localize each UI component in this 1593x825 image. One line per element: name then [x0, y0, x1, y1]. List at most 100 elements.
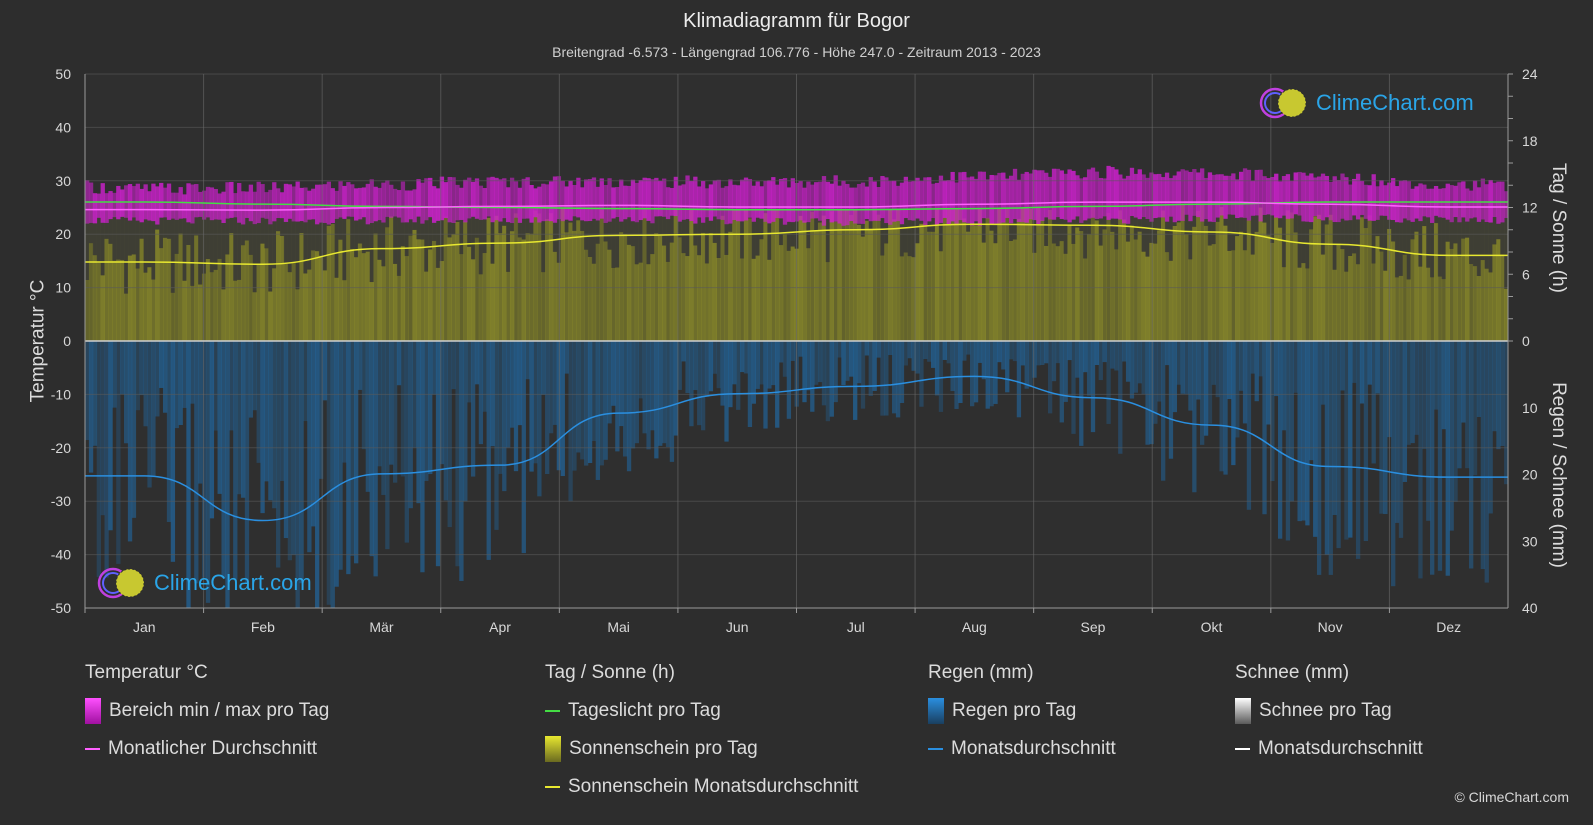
daylight-bar — [1457, 201, 1462, 257]
rain-bar — [825, 341, 831, 422]
sunshine-bar — [1250, 254, 1255, 341]
rain-bar — [1032, 341, 1037, 378]
rain-bar — [307, 341, 312, 553]
logo-top[interactable]: ClimeChart.com — [1258, 86, 1474, 120]
daylight-bar — [268, 204, 273, 292]
temp-range-bar — [1196, 172, 1201, 218]
temp-range-bar — [806, 181, 811, 223]
sunshine-bar — [431, 240, 437, 341]
sunshine-bar — [1488, 272, 1493, 341]
logo-bottom[interactable]: ClimeChart.com — [96, 566, 312, 600]
temp-range-bar — [1020, 173, 1025, 223]
sunshine-bar — [712, 242, 717, 341]
temp-range-bar — [287, 184, 293, 219]
temp-range-bar — [1246, 169, 1252, 221]
rain-bar — [237, 341, 242, 495]
rain-bar — [685, 341, 690, 394]
rain-bar — [1340, 341, 1345, 391]
daylight-bar — [1238, 203, 1244, 232]
temp-range-bar — [1492, 182, 1497, 218]
temp-range-bar — [642, 177, 647, 219]
sunshine-bar — [143, 272, 148, 341]
sunshine-bar — [1036, 207, 1041, 341]
rain-bar — [1328, 341, 1333, 575]
rain-bar — [1157, 341, 1162, 402]
daylight-bar — [654, 208, 659, 234]
temp-range-bar — [170, 192, 176, 219]
legend-item-sunshine-avg: Sonnenschein Monatsdurchschnitt — [545, 768, 858, 806]
sunshine-bar — [377, 259, 382, 341]
sunshine-bar — [408, 235, 413, 341]
rain-bar — [1051, 341, 1057, 382]
sunshine-bar — [814, 230, 819, 341]
sunshine-bar — [1457, 256, 1462, 341]
temp-range-bar — [969, 176, 975, 226]
rain-bar — [482, 341, 487, 412]
sunshine-bar — [88, 243, 94, 341]
sunshine-bar — [607, 249, 612, 341]
temp-range-bar — [1332, 176, 1337, 223]
sunshine-bar — [287, 272, 293, 341]
temp-range-bar — [1235, 179, 1240, 219]
rain-bar — [911, 341, 916, 371]
rain-bar — [1430, 341, 1435, 575]
temp-range-bar — [194, 184, 199, 218]
daylight-bar — [704, 209, 710, 264]
sunshine-bar — [1476, 276, 1482, 341]
daylight-bar — [85, 201, 90, 281]
sunshine-bar — [584, 249, 589, 341]
rain-bar — [392, 341, 398, 483]
daylight-bar — [615, 208, 620, 268]
sunshine-bar — [572, 230, 577, 341]
daylight-line — [85, 201, 1508, 211]
sunshine-bar — [1414, 231, 1419, 341]
sunshine-bar — [1020, 207, 1025, 341]
temp-avg-line — [85, 201, 1508, 211]
rain-bar — [927, 341, 932, 362]
legend-sun: Tag / Sonne (h) Tageslicht pro Tag Sonne… — [545, 662, 858, 806]
daylight-bar — [1059, 206, 1064, 242]
sunshine-bar — [868, 228, 873, 341]
rain-bar — [1024, 341, 1029, 389]
temp-range-bar — [256, 181, 261, 224]
temp-range-bar — [1059, 170, 1064, 219]
sunshine-bar — [330, 224, 335, 341]
sunshine-bar — [1016, 218, 1022, 341]
rain-bar — [213, 341, 218, 431]
daylight-bar — [1488, 201, 1493, 273]
daylight-bar — [252, 204, 257, 293]
daylight-bar — [685, 209, 690, 257]
rain-bar — [252, 341, 257, 411]
sunshine-bar — [1055, 246, 1061, 341]
daylight-bar — [260, 204, 265, 244]
rain-bar — [1118, 341, 1123, 454]
temp-range-bar — [1090, 167, 1096, 218]
legend-label: Monatsdurchschnitt — [1258, 738, 1423, 759]
daylight-bar — [681, 209, 686, 254]
temp-range-bar — [467, 177, 472, 219]
sunshine-bar — [888, 209, 893, 341]
temp-range-bar — [229, 181, 234, 218]
sunshine-bar — [993, 243, 998, 341]
temp-range-bar — [833, 175, 838, 222]
temp-range-bar — [708, 184, 714, 221]
sunshine-bar — [1153, 243, 1158, 341]
sunshine-bar — [1258, 207, 1263, 341]
temp-range-bar — [697, 186, 702, 218]
temp-range-bar — [1316, 176, 1322, 220]
rain-bar — [654, 341, 659, 459]
sunshine-bar — [116, 259, 121, 341]
daylight-bar — [470, 207, 476, 260]
sunshine-bar — [112, 260, 117, 341]
sunshine-bar — [1344, 271, 1349, 341]
daylight-bar — [1394, 201, 1400, 278]
daylight-bar — [634, 208, 640, 265]
rain-bar — [658, 341, 663, 446]
daylight-bar — [1242, 203, 1248, 251]
sunshine-bar — [1371, 263, 1376, 341]
sunshine-bar — [213, 269, 218, 341]
rain-bar — [354, 341, 359, 564]
rain-bar — [1227, 341, 1232, 400]
sunshine-bar — [1219, 207, 1224, 341]
daylight-bar — [572, 208, 577, 231]
